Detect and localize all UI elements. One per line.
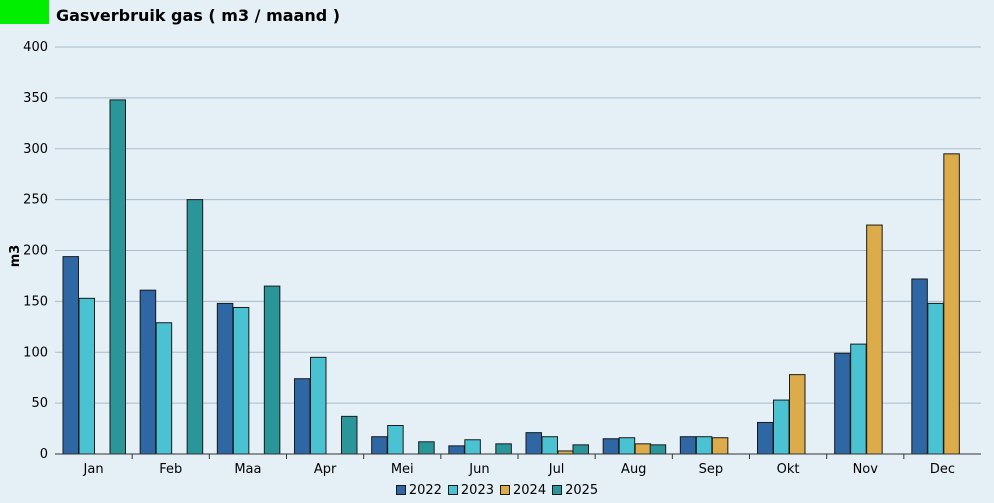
bar-2022-sep [679,436,697,455]
legend-item-2023: 2023 [447,482,494,498]
x-tick-label: Nov [853,462,879,477]
bar-2024-dec [943,153,960,455]
bar-2024-aug [634,443,652,455]
bar-2022-dec [911,278,928,455]
bar-2025-jul [572,444,589,455]
y-tick-label: 250 [23,193,48,208]
bar-2023-dec [927,302,944,455]
y-tick-label: 50 [31,396,48,411]
x-tick-label: Apr [314,462,337,477]
x-tick-label: Aug [621,462,646,477]
bar-2022-jul [525,432,542,455]
legend-label: 2022 [408,482,442,498]
x-tick-label: Maa [234,462,261,477]
legend-label: 2025 [565,482,599,498]
bar-2024-sep [711,437,729,455]
legend-item-2024: 2024 [500,483,546,498]
bar-2025-mei [418,441,435,455]
bar-2023-feb [155,322,173,455]
y-tick-label: 100 [23,345,48,360]
bar-2024-nov [866,224,883,455]
bar-2022-aug [602,438,620,455]
bar-2025-jan [109,99,126,455]
y-tick-label: 300 [23,142,48,157]
bar-2023-aug [618,437,636,455]
legend-label: 2023 [460,482,494,498]
bar-2022-jun [448,445,465,455]
x-tick-label: Mei [391,462,414,477]
y-tick-label: 0 [40,447,48,462]
bar-2024-okt [789,374,806,455]
bar-2023-okt [773,399,790,455]
accent-block [0,0,49,24]
bars [62,99,960,455]
bar-2023-nov [850,343,867,455]
legend-swatch [395,485,406,495]
bar-2022-mei [371,436,388,455]
grid-lines [55,46,981,404]
legend-item-2025: 2025 [552,483,598,498]
bar-2022-apr [294,378,311,455]
bar-2025-aug [649,444,667,455]
bar-2025-feb [186,199,204,455]
bar-2023-jul [541,436,558,455]
legend-label: 2024 [513,482,547,498]
bar-chart: 0 50 100 150 200 250 300 350 400 Jan Feb Maa Apr Mei J… [8,40,981,477]
legend-swatch [552,485,563,495]
x-tick-label: Dec [930,462,955,477]
bar-2025-apr [341,415,358,455]
x-tick-label: Feb [159,462,182,477]
legend-swatch [447,485,458,495]
bar-2022-jan [62,256,79,455]
x-tick-label: Jan [83,462,104,477]
bar-2022-nov [834,352,851,455]
bar-2025-jun [495,443,512,455]
bar-2023-jun [464,439,481,455]
bar-2022-maa [216,302,234,455]
y-tick-label: 350 [23,91,48,106]
bar-2022-okt [757,421,774,455]
bar-2023-sep [695,436,713,455]
y-tick-label: 400 [23,40,48,55]
y-tick-label: 150 [23,294,48,309]
x-tick-label: Sep [699,462,724,477]
chart-header: Gasverbruik gas ( m3 / maand ) [0,0,994,34]
legend-item-2022: 2022 [395,482,442,498]
bar-2023-apr [310,356,327,455]
bar-2022-feb [139,289,157,455]
x-tick-label: Jun [468,462,489,477]
y-tick-label: 200 [23,244,48,259]
bar-2023-jan [78,297,95,455]
legend-swatch [500,485,510,495]
bar-2023-maa [232,306,250,455]
bar-2023-mei [387,425,404,455]
chart-title: Gasverbruik gas ( m3 / maand ) [56,6,341,25]
x-tick-label: Okt [777,462,800,477]
bar-2025-maa [263,285,281,455]
y-axis-label: m3 [8,245,23,268]
legend: 2022 2023 2024 2025 [0,481,994,499]
x-tick-label: Jul [548,462,565,477]
axes: 0 50 100 150 200 250 300 350 400 Jan Feb Maa Apr Mei J… [23,40,981,477]
